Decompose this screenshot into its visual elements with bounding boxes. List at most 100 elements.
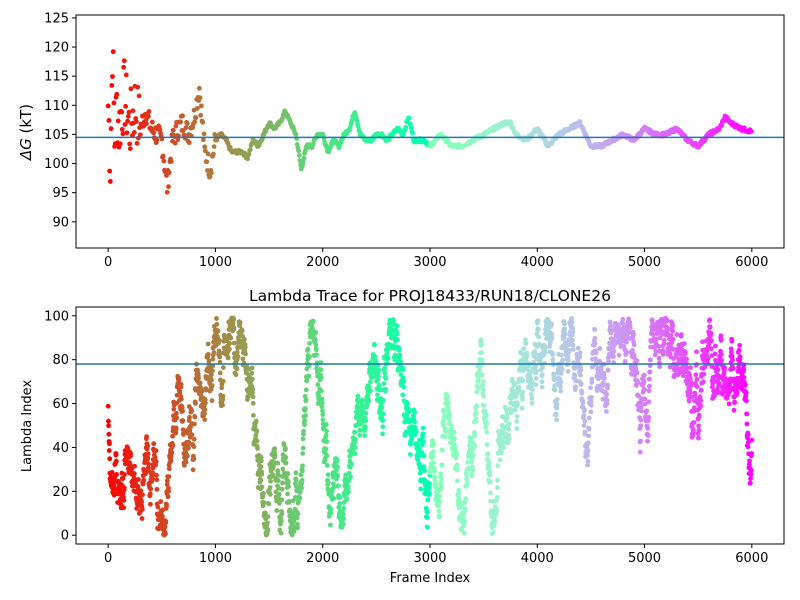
lambda-point <box>479 341 484 347</box>
lambda-point <box>477 368 482 374</box>
lambda-point <box>258 478 264 484</box>
lambda-point <box>459 527 465 533</box>
y-tick-label: 40 <box>52 441 69 456</box>
lambda-point <box>341 516 346 522</box>
lambda-point <box>452 435 457 441</box>
lambda-point <box>638 438 643 444</box>
lambda-point <box>242 337 247 342</box>
lambda-point <box>287 507 293 513</box>
lambda-point <box>242 344 248 350</box>
lambda-point <box>642 387 647 392</box>
lambda-point <box>581 423 587 429</box>
lambda-point <box>190 467 196 473</box>
lambda-point <box>143 471 148 477</box>
lambda-point <box>566 348 572 353</box>
lambda-point <box>718 337 724 343</box>
lambda-point <box>278 530 284 536</box>
lambda-point <box>162 524 168 530</box>
delta-g-point <box>120 131 126 137</box>
lambda-point <box>215 328 221 334</box>
lambda-point <box>139 516 145 521</box>
lambda-point <box>204 376 209 381</box>
lambda-point <box>420 431 426 437</box>
lambda-point <box>668 333 674 338</box>
lambda-point <box>646 388 652 394</box>
lambda-point <box>299 477 305 483</box>
x-tick-label: 2000 <box>306 551 339 566</box>
lambda-point <box>565 369 571 374</box>
lambda-point <box>539 379 545 385</box>
lambda-point <box>631 342 637 348</box>
lambda-point <box>627 325 633 331</box>
lambda-point <box>749 437 755 443</box>
lambda-point <box>644 408 650 414</box>
lambda-point <box>394 337 400 342</box>
lambda-point <box>125 446 131 451</box>
lambda-point <box>479 357 485 363</box>
lambda-point <box>670 346 676 352</box>
lambda-point <box>279 474 285 479</box>
lambda-point <box>122 472 127 477</box>
lambda-point <box>287 513 293 519</box>
lambda-point <box>748 472 754 478</box>
lambda-point <box>166 474 172 480</box>
lambda-point <box>205 341 211 347</box>
lambda-point <box>245 394 251 400</box>
lambda-point <box>518 349 524 355</box>
lambda-point <box>749 451 755 456</box>
lambda-point <box>331 484 337 490</box>
lambda-point <box>620 316 626 322</box>
delta-g-point <box>108 126 114 132</box>
lambda-point <box>707 317 713 323</box>
lambda-point <box>466 466 472 471</box>
lambda-point <box>722 366 727 372</box>
lambda-point <box>307 354 312 359</box>
lambda-point <box>597 345 603 351</box>
delta-g-point <box>178 119 183 125</box>
lambda-point <box>592 327 598 332</box>
lambda-point <box>454 462 460 468</box>
lambda-point <box>107 456 113 462</box>
lambda-point <box>276 491 282 497</box>
lambda-point <box>582 407 587 413</box>
lambda-point <box>396 345 402 351</box>
delta-g-point <box>204 159 210 165</box>
lambda-point <box>127 462 133 468</box>
lambda-point <box>579 390 585 396</box>
lambda-point <box>145 451 151 457</box>
lambda-point <box>533 364 538 369</box>
lambda-point <box>412 419 417 425</box>
lambda-point <box>744 411 750 417</box>
lambda-point <box>435 503 441 509</box>
lambda-point <box>324 439 330 444</box>
lambda-point <box>164 503 169 509</box>
delta-g-point <box>170 127 176 133</box>
lambda-point <box>698 403 703 409</box>
lambda-point <box>715 367 721 373</box>
lambda-point <box>709 384 715 390</box>
delta-g-point <box>130 108 136 114</box>
lambda-point <box>621 343 627 349</box>
lambda-point <box>688 394 694 400</box>
lambda-point <box>589 376 595 382</box>
lambda-point <box>153 459 159 464</box>
lambda-point <box>303 413 308 419</box>
lambda-point <box>641 379 647 385</box>
lambda-point <box>433 484 439 490</box>
lambda-point <box>142 467 147 473</box>
lambda-point <box>293 470 299 476</box>
lambda-point <box>379 405 385 411</box>
lambda-point <box>670 336 676 342</box>
delta-g-point <box>154 137 160 143</box>
lambda-point <box>743 390 749 395</box>
x-tick-label: 2000 <box>306 255 339 270</box>
lambda-point <box>661 338 667 343</box>
lambda-y-axis-label: Lambda Index <box>20 380 35 473</box>
lambda-point <box>363 424 368 430</box>
delta-g-point <box>135 84 141 90</box>
lambda-point <box>274 508 280 513</box>
delta-g-point <box>193 115 199 121</box>
x-tick-label: 0 <box>104 551 112 566</box>
delta-g-point <box>143 121 149 127</box>
lambda-point <box>280 466 286 472</box>
